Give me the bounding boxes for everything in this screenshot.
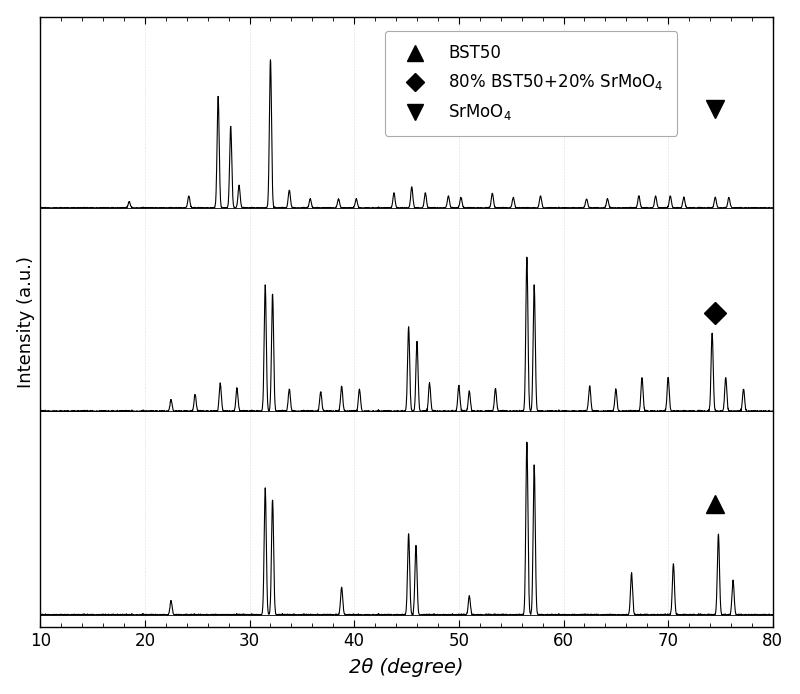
Legend: BST50, 80% BST50+20% SrMoO$_4$, SrMoO$_4$: BST50, 80% BST50+20% SrMoO$_4$, SrMoO$_4…: [385, 31, 677, 136]
X-axis label: 2θ (degree): 2θ (degree): [350, 659, 464, 677]
Y-axis label: Intensity (a.u.): Intensity (a.u.): [17, 256, 34, 388]
